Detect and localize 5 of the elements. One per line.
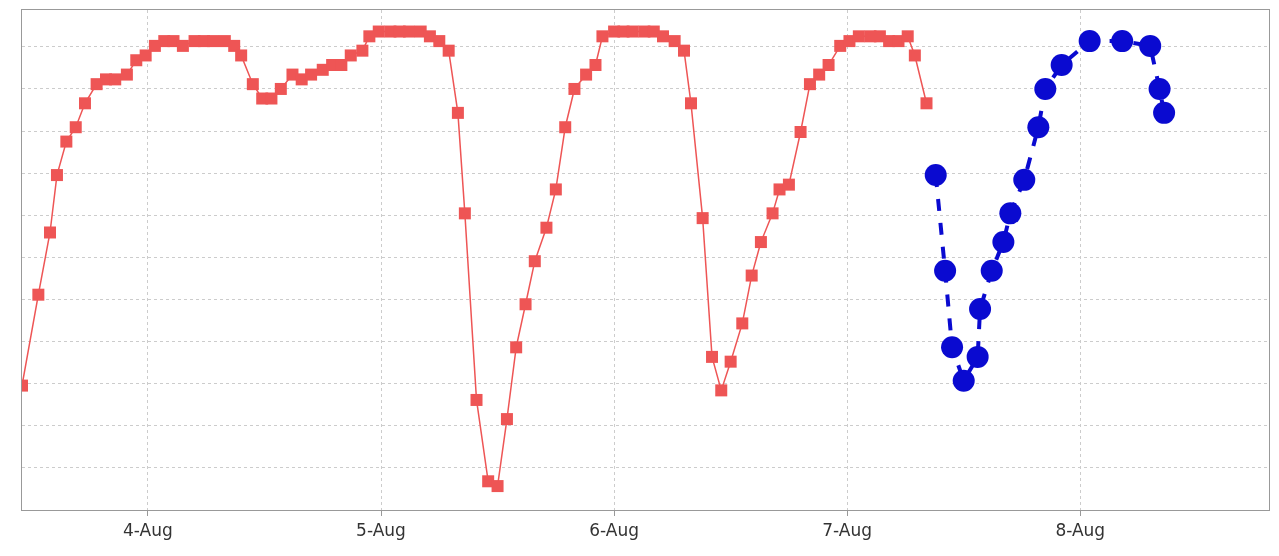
x-tick-label: 4-Aug [123, 520, 173, 541]
x-tick-label: 6-Aug [589, 520, 639, 541]
x-tick-label: 5-Aug [356, 520, 406, 541]
x-tick-label: 8-Aug [1055, 520, 1106, 541]
x-tick-label: 7-Aug [822, 520, 873, 541]
